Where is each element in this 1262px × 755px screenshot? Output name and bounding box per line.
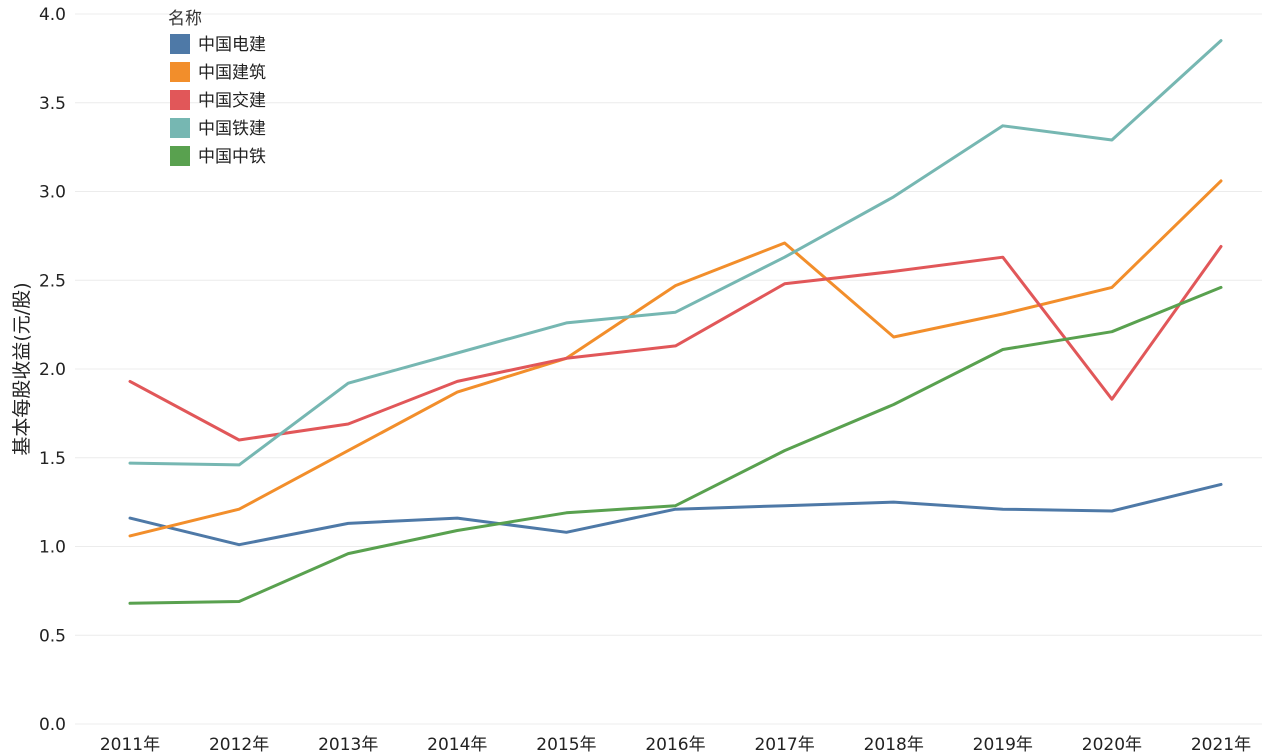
series-line bbox=[128, 245, 1223, 442]
x-axis-ticks: 2011年 2012年 2013年 2014年 2015年 2016年 2017年 2018年… bbox=[100, 735, 1251, 755]
y-tick-label: 2.0 bbox=[39, 360, 66, 380]
legend-title: 名称 bbox=[168, 9, 202, 29]
series-line bbox=[128, 482, 1223, 547]
legend-label: 中国交建 bbox=[198, 91, 266, 111]
x-tick-label: 2011年 bbox=[100, 735, 160, 755]
y-axis-title: 基本每股收益(元/股) bbox=[11, 282, 33, 455]
series-line bbox=[128, 179, 1223, 538]
x-tick-label: 2019年 bbox=[973, 735, 1033, 755]
legend-swatch bbox=[170, 146, 190, 166]
legend-label: 中国建筑 bbox=[198, 63, 266, 83]
x-tick-label: 2015年 bbox=[536, 735, 596, 755]
y-tick-label: 0.5 bbox=[39, 626, 66, 646]
x-tick-label: 2012年 bbox=[209, 735, 269, 755]
x-tick-label: 2014年 bbox=[427, 735, 487, 755]
y-tick-label: 3.5 bbox=[39, 94, 66, 114]
y-axis-ticks: 0.0 0.5 1.0 1.5 2.0 2.5 3.0 3.5 4.0 bbox=[39, 5, 66, 735]
legend-label: 中国铁建 bbox=[198, 119, 266, 139]
legend-swatch bbox=[170, 34, 190, 54]
legend-swatch bbox=[170, 62, 190, 82]
series-line bbox=[128, 285, 1223, 605]
x-tick-label: 2016年 bbox=[645, 735, 705, 755]
y-tick-label: 4.0 bbox=[39, 5, 66, 25]
x-tick-label: 2013年 bbox=[318, 735, 378, 755]
y-tick-label: 2.5 bbox=[39, 271, 66, 291]
y-tick-label: 3.0 bbox=[39, 183, 66, 203]
legend-label: 中国中铁 bbox=[198, 147, 266, 167]
x-tick-label: 2017年 bbox=[754, 735, 814, 755]
legend-label: 中国电建 bbox=[198, 35, 266, 55]
y-tick-label: 0.0 bbox=[39, 715, 66, 735]
series-lines bbox=[128, 39, 1223, 605]
x-tick-label: 2018年 bbox=[864, 735, 924, 755]
series-line bbox=[128, 39, 1223, 467]
legend-swatch bbox=[170, 118, 190, 138]
grid bbox=[75, 13, 1262, 725]
y-tick-label: 1.5 bbox=[39, 449, 66, 469]
x-tick-label: 2021年 bbox=[1191, 735, 1251, 755]
y-tick-label: 1.0 bbox=[39, 538, 66, 558]
x-tick-label: 2020年 bbox=[1082, 735, 1142, 755]
legend-swatch bbox=[170, 90, 190, 110]
